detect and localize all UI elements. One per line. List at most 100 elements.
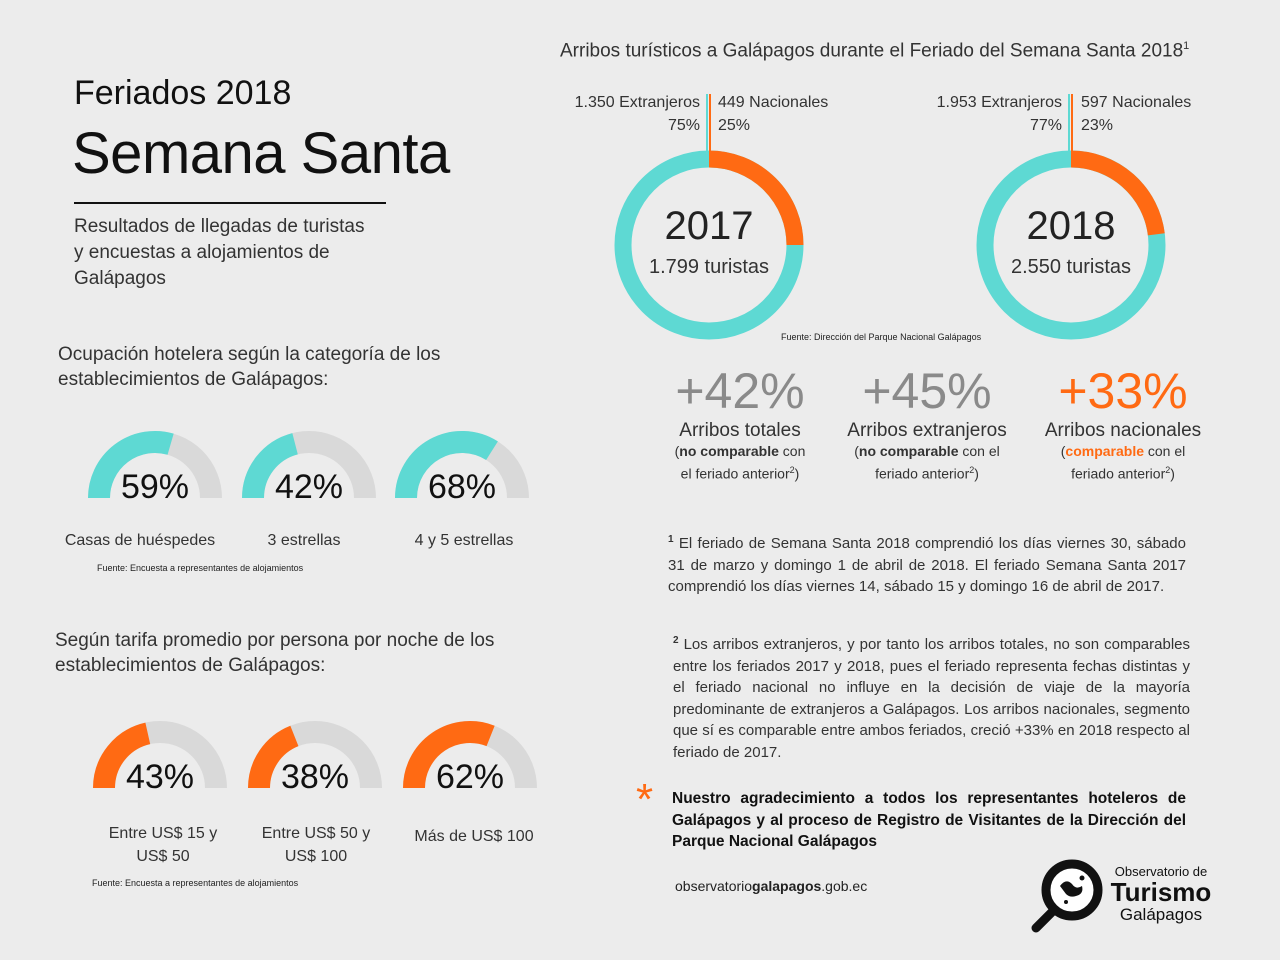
tariff-source: Fuente: Encuesta a representantes de alo… — [92, 878, 299, 888]
footnote-ref: 2 — [969, 465, 975, 475]
acknowledgement: Nuestro agradecimiento a todos los repre… — [672, 790, 1186, 850]
gauge-chart — [248, 721, 382, 789]
gauge-fill — [395, 431, 498, 499]
national-count: 449 Nacionales — [718, 94, 829, 111]
title-divider — [74, 202, 386, 204]
gauge-caption: 4 y 5 estrellas — [414, 532, 514, 549]
magnifier-logo-icon — [1026, 856, 1116, 936]
arrivals-source: Fuente: Dirección del Parque Nacional Ga… — [781, 332, 982, 342]
logo-line: Turismo — [1110, 877, 1212, 907]
footnote-text: Los arribos extranjeros, y por tanto los… — [673, 636, 1190, 761]
footnote-ref: 2 — [1165, 465, 1171, 475]
footnote-1: 1 El feriado de Semana Santa 2018 compre… — [668, 529, 1186, 598]
page-subtitle: Resultados de llegadas de turistas y enc… — [74, 216, 365, 289]
foreign-pct: 75% — [667, 117, 700, 134]
donut-national-label: 597 Nacionales 23% — [1081, 91, 1241, 137]
gauge-chart — [403, 721, 537, 789]
donut-2017: 2017 1.799 turistas — [614, 150, 804, 340]
gauge-value: 62% — [435, 758, 505, 796]
growth-national: +33% Arribos nacionales (comparable con … — [1028, 362, 1218, 484]
national-count: 597 Nacionales — [1081, 94, 1192, 111]
note-close: ) — [1170, 465, 1175, 482]
gauge-fill — [403, 721, 495, 789]
growth-note: (comparable con el feriado anterior2) — [1028, 442, 1218, 484]
growth-note: (no comparable con el feriado anterior2) — [832, 442, 1022, 484]
gauge-fill — [88, 431, 174, 499]
note-open: ( — [854, 443, 859, 459]
growth-label: Arribos extranjeros — [847, 420, 1007, 441]
donut-total: 2.550 turistas — [1010, 256, 1132, 278]
occupancy-gauge-2: 42% — [234, 428, 384, 508]
note-line2: feriado anterior — [875, 465, 970, 482]
gauge-caption-line: Entre US$ 15 y — [108, 825, 218, 842]
tariff-title: Según tarifa promedio por persona por no… — [55, 630, 495, 676]
foreign-count: 1.350 Extranjeros — [574, 94, 700, 111]
note-rest: con el — [958, 443, 1000, 459]
gauge-value: 43% — [125, 758, 195, 796]
gauge-caption: Entre US$ 50 y US$ 100 — [236, 822, 396, 868]
donut-2018: 2018 2.550 turistas — [976, 150, 1166, 340]
url-part: .gob.ec — [821, 878, 868, 894]
gauge-fill — [242, 433, 299, 499]
donut-total: 1.799 turistas — [648, 256, 770, 278]
note-open: ( — [1060, 443, 1066, 459]
arrivals-title-text: Arribos turísticos a Galápagos durante e… — [560, 40, 1184, 62]
logo-line: Galápagos — [1119, 905, 1203, 924]
gauge-chart — [395, 431, 529, 499]
donut-foreign-label: 1.350 Extranjeros 75% — [540, 91, 700, 137]
occupancy-gauge-1: 59% — [80, 428, 230, 508]
donut-divider-line — [1068, 94, 1070, 152]
footnote-marker: 2 — [673, 635, 679, 646]
donut-chart — [614, 150, 804, 340]
tariff-gauge-2: 38% — [240, 718, 390, 798]
gauge-caption-line: US$ 50 — [136, 848, 190, 865]
donut-year: 2018 — [1026, 204, 1116, 248]
gauge-chart — [88, 431, 222, 499]
website-link[interactable]: observatoriogalapagos.gob.ec — [675, 878, 867, 894]
gauge-fill — [248, 725, 299, 789]
gauge-chart — [242, 431, 376, 499]
growth-value: +45% — [862, 363, 992, 419]
note-rest: con el — [1144, 443, 1186, 459]
url-part: observatorio — [675, 878, 753, 894]
gauge-caption: 3 estrellas — [267, 532, 341, 549]
donut-divider-line — [706, 94, 708, 152]
footnote-marker: 1 — [668, 534, 674, 545]
footnote-2: 2 Los arribos extranjeros, y por tanto l… — [673, 630, 1190, 763]
growth-foreign: +45% Arribos extranjeros (no comparable … — [832, 362, 1022, 484]
gauge-value: 68% — [427, 468, 497, 506]
note-close: ) — [974, 465, 979, 482]
footnote-ref: 1 — [1183, 40, 1190, 52]
occupancy-gauge-3: 68% — [387, 428, 537, 508]
note-rest: con — [778, 443, 806, 459]
gauge-value: 38% — [280, 758, 350, 796]
note-bold: comparable — [1065, 443, 1144, 459]
footnote-text: El feriado de Semana Santa 2018 comprend… — [668, 535, 1186, 595]
donut-national-arc — [614, 150, 804, 340]
donut-foreign-label: 1.953 Extranjeros 77% — [900, 91, 1062, 137]
foreign-count: 1.953 Extranjeros — [936, 94, 1062, 111]
growth-label: Arribos nacionales — [1044, 420, 1202, 441]
gauge-caption: Casas de huéspedes — [64, 532, 216, 549]
arrivals-title: Arribos turísticos a Galápagos durante e… — [560, 40, 1189, 62]
occupancy-source: Fuente: Encuesta a representantes de alo… — [97, 563, 304, 573]
gauge-caption-line: US$ 100 — [284, 848, 348, 865]
donut-year: 2017 — [664, 204, 754, 248]
note-open: ( — [674, 443, 680, 459]
gauge-caption: Entre US$ 15 y US$ 50 — [83, 822, 243, 868]
growth-value: +33% — [1058, 363, 1188, 419]
tariff-gauge-3: 62% — [395, 718, 545, 798]
gauge-caption: Más de US$ 100 — [394, 825, 554, 848]
growth-label: Arribos totales — [679, 420, 801, 441]
growth-value: +42% — [675, 363, 805, 419]
footnote-ref: 2 — [789, 465, 795, 475]
donut-chart — [976, 150, 1166, 340]
donut-divider-line — [709, 94, 711, 152]
gauge-value: 42% — [274, 468, 344, 506]
tariff-gauge-1: 43% — [85, 718, 235, 798]
page-title: Semana Santa — [72, 121, 450, 186]
gauge-fill — [93, 722, 151, 789]
gauge-chart — [93, 721, 227, 789]
gauge-value: 59% — [120, 468, 190, 506]
occupancy-title: Ocupación hotelera según la categoría de… — [58, 344, 441, 390]
